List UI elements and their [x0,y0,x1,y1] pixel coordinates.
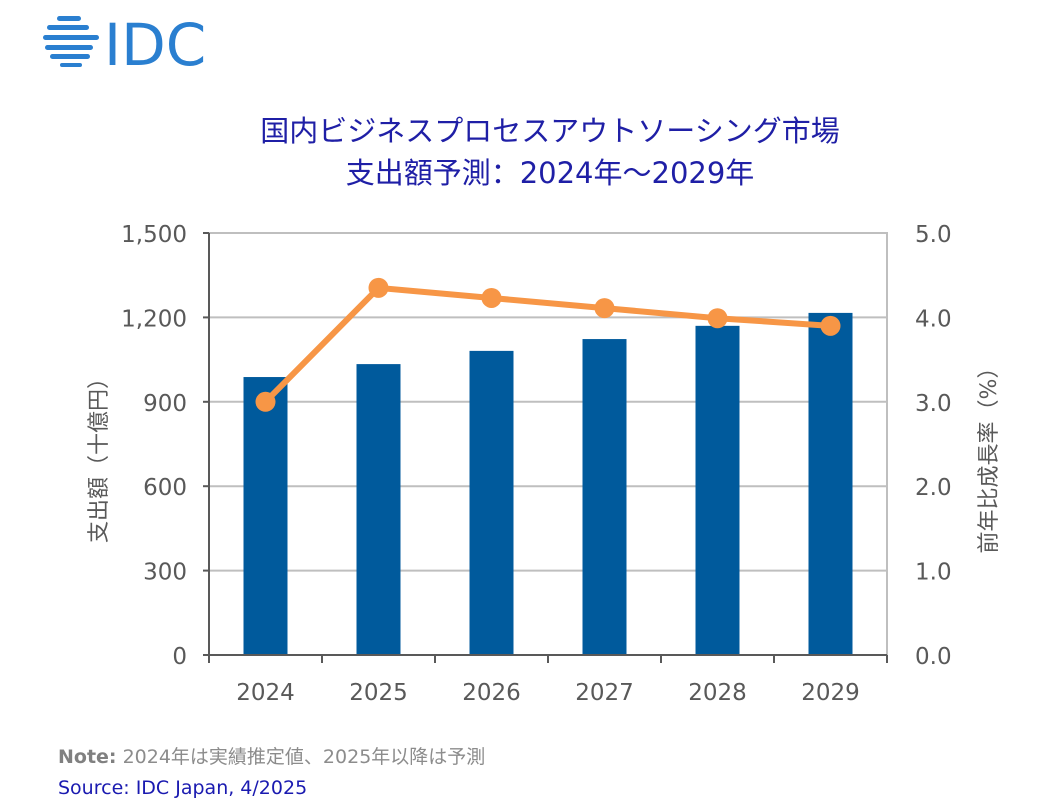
idc-logo: IDC [40,10,240,79]
x-tick-label: 2026 [462,680,521,706]
growth-point [820,315,841,336]
tick-labels: 0 300 600 900 1,200 1,500 0.0 1.0 2.0 3.0 4.0 5.0 20… [121,222,951,706]
gridlines [209,316,887,572]
y-axis-right-title: 前年比成長率（%） [977,357,1002,554]
note-text: 2024年は実績推定値、2025年以降は予測 [116,746,486,768]
growth-point [594,298,615,319]
growth-point [368,277,389,298]
y-axis-left-title: 支出額（十億円） [87,367,112,543]
axes [203,232,888,663]
x-tick-label: 2027 [575,680,634,706]
idc-logo-text: IDC [104,11,206,70]
y-tick-label-left: 1,200 [121,306,187,332]
chart-title: 国内ビジネスプロセスアウトソーシング市場 支出額予測：2024年～2029年 [0,110,1056,194]
y-tick-label-right: 0.0 [915,644,952,670]
note: Note: 2024年は実績推定値、2025年以降は予測 [58,742,485,769]
bar [808,312,853,655]
growth-line [255,277,841,412]
bar [243,377,288,655]
x-tick-label: 2025 [349,680,408,706]
x-tick-label: 2029 [801,680,860,706]
y-tick-label-left: 0 [172,644,187,670]
bars [243,312,853,655]
y-tick-label-right: 5.0 [915,222,952,248]
bar [582,339,627,655]
growth-point [481,287,502,308]
y-tick-label-right: 2.0 [915,475,952,501]
idc-globe-icon: IDC [43,11,206,79]
source: Source: IDC Japan, 4/2025 [58,777,308,799]
y-tick-label-right: 1.0 [915,560,952,586]
plot-frame [208,232,888,656]
y-tick-label-left: 1,500 [121,222,187,248]
growth-line-path [263,284,831,404]
chart-title-line2: 支出額予測：2024年～2029年 [345,156,755,190]
x-tick-label: 2028 [688,680,747,706]
growth-point [255,391,276,412]
growth-point [707,308,728,329]
note-label: Note: [58,746,117,768]
x-tick-label: 2024 [236,680,295,706]
y-tick-label-left: 600 [143,475,187,501]
bar [695,325,740,655]
y-tick-label-left: 300 [143,560,187,586]
y-tick-label-left: 900 [143,391,187,417]
bar [356,364,401,655]
y-tick-label-right: 3.0 [915,391,952,417]
bar [469,350,514,655]
y-tick-label-right: 4.0 [915,306,952,332]
chart-title-line1: 国内ビジネスプロセスアウトソーシング市場 [260,114,840,148]
